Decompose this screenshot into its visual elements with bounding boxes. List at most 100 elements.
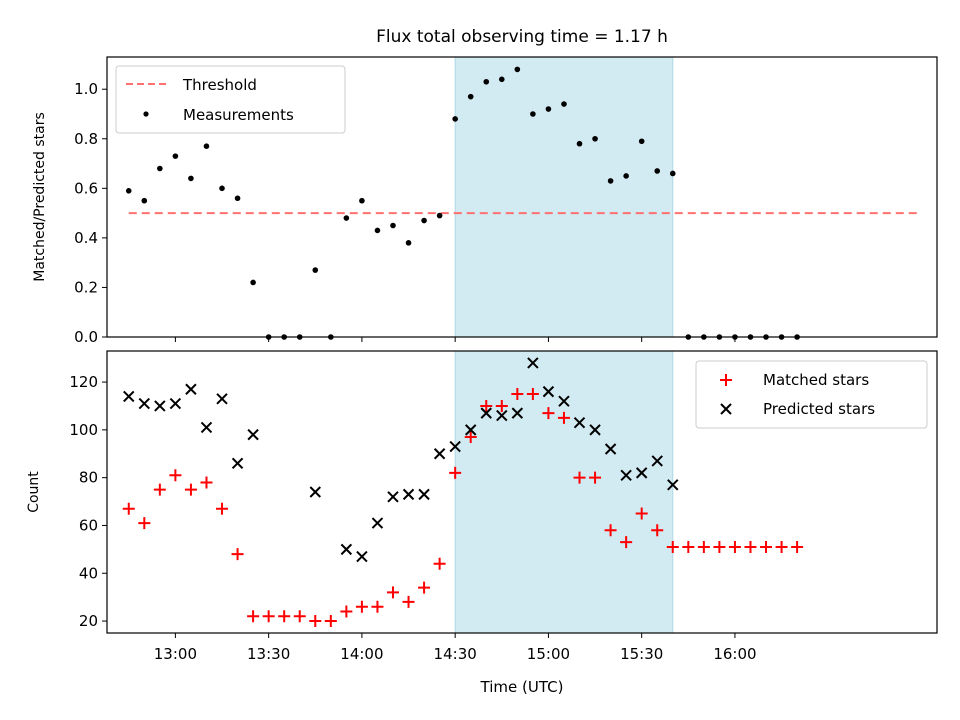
predicted-star-point	[309, 486, 321, 498]
predicted-star-point	[604, 443, 617, 455]
predicted-star-point	[433, 448, 446, 460]
figure-title: Flux total observing time = 1.17 h	[376, 27, 668, 47]
measurement-point	[188, 175, 194, 182]
measurement-point	[530, 111, 536, 117]
measurement-point	[467, 93, 474, 100]
matched-star-point	[324, 615, 337, 628]
y-tick-label: 0.2	[74, 278, 98, 296]
measurement-point	[592, 135, 598, 142]
measurement-point	[436, 212, 443, 219]
measurement-point	[654, 168, 661, 174]
matched-star-point	[697, 540, 710, 553]
predicted-star-point	[651, 455, 663, 467]
measurement-point	[545, 106, 552, 112]
matched-star-point	[449, 466, 462, 479]
y-tick-label: 0.8	[74, 130, 98, 148]
predicted-star-point	[200, 421, 213, 434]
measurement-point	[157, 165, 163, 172]
top-axes-frame	[106, 56, 938, 338]
predicted-star-point	[138, 397, 151, 410]
predicted-star-point	[371, 517, 384, 529]
x-tick-label: 14:00	[340, 645, 383, 663]
predicted-star-point	[387, 491, 399, 503]
matched-star-point	[169, 469, 182, 482]
matched-star-point	[418, 581, 431, 594]
matched-star-point	[760, 540, 773, 553]
measurement-point	[219, 185, 225, 192]
measurement-point	[250, 279, 256, 286]
legend-measurements-label: Measurements	[183, 106, 294, 124]
matched-star-point	[340, 605, 353, 618]
y-tick-label: 1.0	[74, 80, 98, 98]
matched-star-point	[635, 507, 648, 520]
measurement-point	[483, 78, 490, 85]
predicted-star-point	[216, 393, 228, 405]
y-tick-label: 120	[69, 373, 98, 391]
matched-star-point	[480, 399, 493, 412]
bottom-ylabel: Count	[26, 471, 42, 513]
measurement-point	[234, 195, 241, 202]
matched-star-point	[775, 540, 788, 553]
matched-star-point	[713, 540, 726, 553]
measurement-point	[638, 138, 645, 145]
predicted-star-point	[635, 467, 648, 479]
matched-star-point	[651, 524, 664, 537]
top-legend: Threshold Measurements	[115, 65, 346, 134]
top-legend-box	[115, 65, 346, 134]
bottom-yticks: 20 40 60 80 100 120	[69, 373, 107, 630]
measurement-point	[343, 215, 350, 221]
measurement-point	[374, 227, 381, 234]
legend-threshold-label: Threshold	[182, 76, 257, 94]
measurement-point	[498, 76, 505, 83]
matched-star-point	[355, 600, 368, 613]
predicted-star-point	[558, 395, 570, 407]
predicted-star-point	[496, 409, 508, 422]
observing-window-shade	[454, 56, 674, 338]
matched-star-point	[216, 502, 229, 515]
legend-predicted-label: Predicted stars	[763, 400, 875, 418]
predicted-star-point	[589, 424, 601, 436]
measurement-point	[623, 173, 629, 179]
predicted-star-point	[231, 457, 244, 470]
matched-star-point	[620, 536, 633, 549]
top-shade-layer	[454, 56, 674, 338]
matched-star-point	[464, 431, 477, 444]
matched-star-point	[744, 540, 757, 553]
predicted-star-point	[169, 397, 182, 410]
y-tick-label: 40	[79, 564, 98, 582]
y-tick-label: 0.0	[74, 328, 98, 346]
matched-star-point	[433, 557, 446, 570]
measurement-point	[172, 153, 179, 159]
predicted-star-point	[356, 550, 368, 563]
predicted-star-point	[418, 488, 430, 501]
predicted-star-point	[402, 488, 415, 501]
measurement-point	[607, 178, 614, 184]
predicted-star-point	[123, 390, 135, 403]
matched-star-point	[557, 411, 570, 424]
matched-star-point	[386, 586, 399, 599]
measurement-point	[405, 240, 412, 246]
matched-star-point	[309, 615, 322, 628]
matched-star-point	[526, 388, 539, 401]
measurement-point	[669, 170, 676, 177]
predicted-star-point	[573, 416, 586, 429]
y-tick-label: 20	[79, 612, 98, 630]
matched-star-point	[153, 483, 166, 496]
x-tick-label: 15:00	[527, 645, 570, 663]
legend-measurements-swatch	[143, 111, 149, 117]
measurement-point	[203, 143, 210, 150]
matched-star-point	[371, 600, 384, 613]
y-tick-label: 60	[79, 516, 98, 534]
matched-star-point	[122, 502, 135, 515]
matched-star-point	[495, 399, 508, 412]
y-tick-label: 100	[69, 421, 98, 439]
measurement-point	[359, 197, 365, 204]
bottom-xticks: 13:00 13:30 14:00 14:30 15:00 15:30 16:00	[154, 633, 757, 663]
matched-star-point	[511, 388, 524, 401]
top-panel: 0.0 0.2 0.4 0.6 0.8 1.0 Matched/Predicted sta…	[32, 56, 938, 346]
bottom-legend-box	[695, 360, 928, 429]
predicted-star-point	[449, 440, 461, 453]
bottom-points-layer	[122, 357, 804, 628]
measurement-point	[421, 217, 427, 224]
